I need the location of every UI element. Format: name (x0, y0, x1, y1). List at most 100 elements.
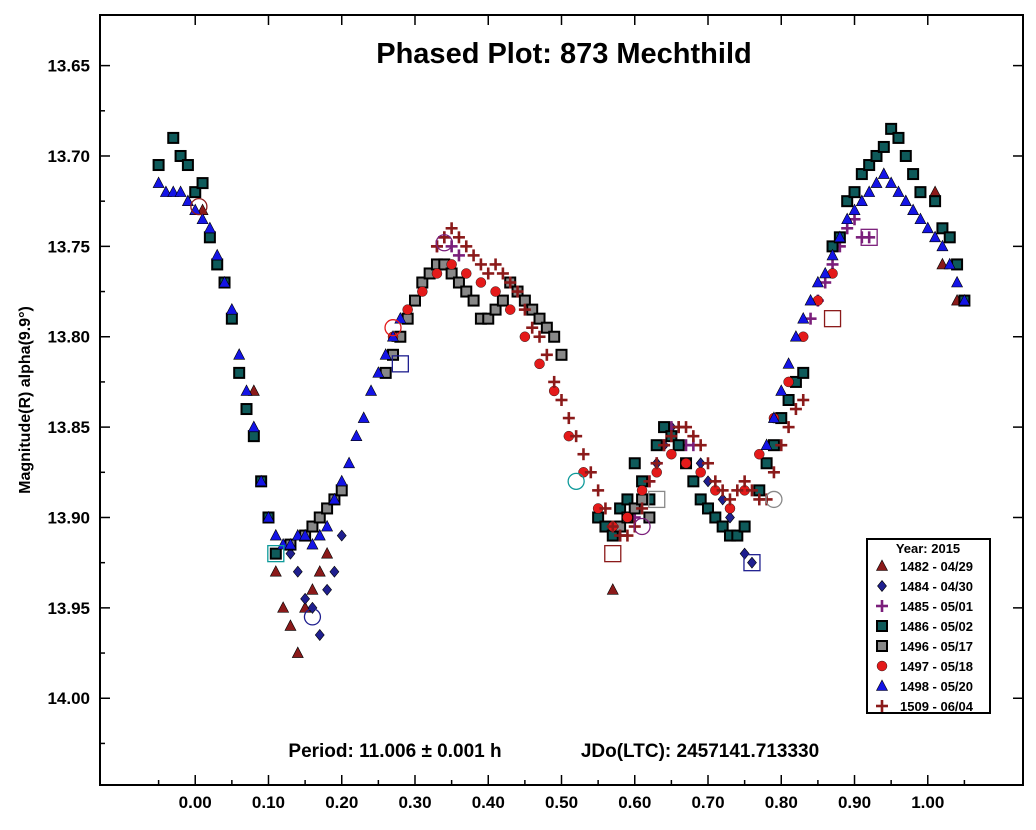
data-point (174, 149, 187, 162)
data-point (233, 348, 246, 360)
data-point (548, 375, 561, 388)
data-point (855, 168, 868, 181)
x-tick-label: 0.60 (618, 793, 651, 812)
data-point (936, 222, 949, 235)
data-point (739, 547, 750, 560)
data-point (614, 502, 627, 515)
data-point (606, 520, 619, 533)
data-point (841, 212, 854, 225)
data-point (240, 403, 253, 416)
x-tick-label: 0.30 (398, 793, 431, 812)
data-point (914, 186, 927, 199)
data-point (848, 203, 861, 216)
data-point (174, 185, 187, 197)
data-point (570, 430, 583, 443)
data-point (783, 376, 794, 388)
y-tick-label: 13.85 (47, 418, 90, 437)
legend-marker (877, 580, 887, 592)
data-point (452, 249, 465, 262)
data-point (628, 457, 641, 470)
data-point (534, 358, 545, 370)
data-point (716, 520, 729, 533)
highlight-marker (435, 234, 453, 252)
data-point (555, 348, 568, 361)
data-point (489, 258, 502, 271)
data-point (336, 529, 347, 542)
data-point (921, 221, 934, 234)
data-point (694, 439, 707, 452)
data-point (666, 449, 677, 460)
data-point (636, 485, 648, 496)
y-tick-label: 13.80 (47, 328, 90, 347)
data-point (306, 537, 319, 550)
period-label: Period: 11.006 ± 0.001 h (288, 741, 501, 762)
legend-label: 1509 - 06/04 (900, 699, 974, 714)
data-point (943, 257, 956, 270)
data-point (218, 275, 231, 288)
data-point (951, 275, 964, 288)
data-point (622, 512, 633, 523)
data-point (291, 646, 304, 658)
data-point (555, 394, 568, 406)
data-point (819, 266, 832, 279)
data-point (826, 248, 839, 261)
data-point (167, 131, 180, 144)
data-point (365, 384, 378, 396)
data-point (321, 502, 334, 515)
x-tick-label: 0.20 (325, 793, 358, 812)
data-point (767, 466, 780, 479)
data-point (196, 212, 209, 225)
data-point (650, 457, 663, 470)
y-tick-label: 13.95 (47, 599, 90, 618)
data-point (789, 403, 802, 416)
data-point (211, 258, 224, 271)
chart-title: Phased Plot: 873 Mechthild (376, 38, 751, 70)
x-tick-label: 0.90 (838, 793, 871, 812)
data-point (233, 366, 246, 379)
data-point (782, 357, 795, 369)
data-point (203, 221, 216, 234)
data-point (417, 286, 428, 297)
data-point (526, 321, 539, 334)
data-point (811, 275, 824, 288)
legend-marker (876, 640, 888, 652)
data-point (225, 302, 238, 315)
data-point (452, 231, 465, 244)
data-point (284, 619, 297, 631)
data-point (306, 520, 319, 533)
highlight-marker (190, 197, 208, 216)
data-point (695, 467, 706, 478)
data-point (775, 384, 788, 396)
data-point (731, 484, 744, 497)
data-point (782, 394, 795, 406)
x-tick-label: 0.10 (252, 793, 285, 812)
highlight-marker (391, 355, 409, 373)
legend-marker (876, 620, 888, 632)
data-point (196, 177, 209, 190)
data-point (841, 195, 854, 208)
data-point (307, 601, 318, 614)
data-point (159, 185, 172, 197)
data-point (643, 475, 656, 488)
data-point (767, 411, 780, 423)
legend-label: 1498 - 05/20 (900, 679, 973, 694)
data-point (702, 502, 715, 515)
data-point (621, 529, 634, 542)
data-point (885, 176, 898, 188)
data-point (723, 493, 736, 506)
data-point (877, 167, 890, 179)
data-point (943, 231, 956, 244)
data-point (379, 348, 392, 360)
data-point (863, 159, 876, 172)
data-point (899, 149, 912, 162)
legend-marker (876, 679, 888, 691)
data-point (269, 547, 282, 560)
data-point (292, 565, 303, 578)
y-tick-label: 13.90 (47, 508, 90, 527)
legend-label: 1497 - 05/18 (900, 659, 973, 674)
data-point (709, 511, 722, 524)
data-point (797, 366, 810, 379)
data-point (203, 231, 216, 244)
highlight-marker (604, 544, 622, 563)
data-point (533, 312, 546, 325)
